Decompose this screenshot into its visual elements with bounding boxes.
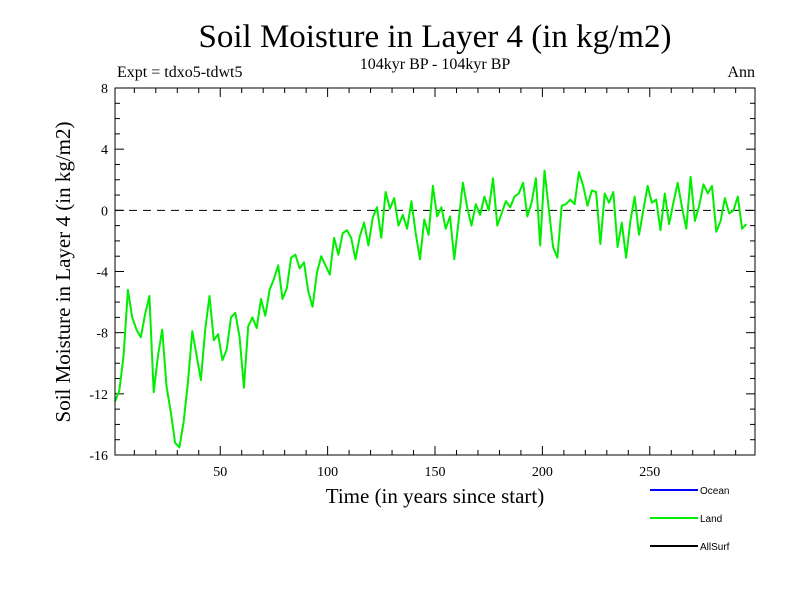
y-tick-label: -12: [89, 388, 108, 403]
x-tick-label: 150: [425, 465, 446, 480]
legend-label-ocean: Ocean: [700, 486, 729, 497]
tick-marks: [115, 87, 755, 456]
legend-label-land: Land: [700, 514, 722, 525]
x-tick-label: 100: [317, 465, 338, 480]
plot-area-frame: [114, 87, 756, 456]
y-tick-label: -16: [89, 449, 108, 464]
y-tick-label: 4: [101, 143, 108, 158]
x-tick-label: 250: [639, 465, 660, 480]
chart-experiment: Expt = tdxo5-tdwt5: [117, 64, 242, 81]
x-tick-label: 50: [213, 465, 227, 480]
chart-season: Ann: [727, 64, 755, 81]
legend-label-allsurf: AllSurf: [700, 542, 730, 553]
y-tick-label: -4: [96, 266, 108, 281]
x-tick-label: 200: [532, 465, 553, 480]
y-tick-label: -8: [96, 327, 108, 342]
y-tick-label: 0: [101, 204, 108, 219]
chart-subtitle: 104kyr BP - 104kyr BP: [360, 56, 511, 73]
x-axis-label: Time (in years since start): [326, 484, 545, 508]
y-tick-label: 8: [101, 82, 108, 97]
legend: Ocean Land AllSurf: [650, 486, 730, 553]
chart-title: Soil Moisture in Layer 4 (in kg/m2): [199, 19, 672, 55]
y-tick-labels: -16 -12 -8 -4 0 4 8: [89, 82, 108, 464]
x-tick-labels: 50 100 150 200 250: [213, 465, 660, 480]
series-line-land: [114, 169, 748, 449]
y-axis-label: Soil Moisture in Layer 4 (in kg/m2): [51, 122, 75, 423]
